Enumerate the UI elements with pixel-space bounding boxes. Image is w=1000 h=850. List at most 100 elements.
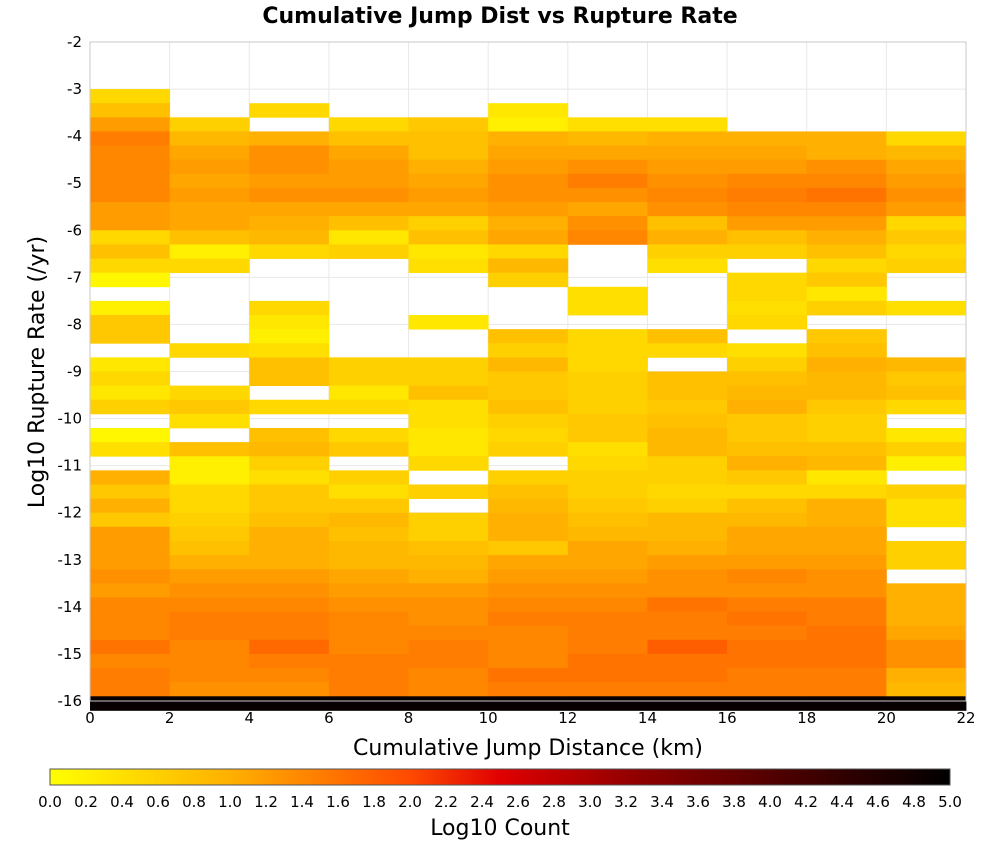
colorbar-tick-label: 0.8 xyxy=(182,793,206,811)
colorbar-tick-label: 4.2 xyxy=(794,793,818,811)
heatmap-cell xyxy=(488,555,569,570)
heatmap-cell xyxy=(727,696,808,711)
heatmap-cell xyxy=(567,484,648,499)
heatmap-cell xyxy=(328,569,409,584)
y-axis: -2 -3 -4 -5 -6 -7 -8 -9 -10 -11 -12 -13 -14 -15 -16 xyxy=(58,33,83,710)
heatmap-cell xyxy=(328,639,409,655)
x-tick-label: 22 xyxy=(956,709,975,727)
heatmap-cell xyxy=(90,526,171,542)
colorbar-tick-label: 3.4 xyxy=(650,793,674,811)
y-tick-label: -10 xyxy=(58,410,83,428)
heatmap-cell xyxy=(567,639,648,655)
heatmap-cell xyxy=(647,399,728,415)
heatmap-cell xyxy=(806,216,887,231)
heatmap-cell xyxy=(328,555,409,570)
heatmap-cell xyxy=(727,159,808,175)
heatmap-cell xyxy=(249,456,330,471)
heatmap-cells xyxy=(90,89,967,711)
heatmap-cell xyxy=(567,286,648,302)
heatmap-cell xyxy=(169,216,250,231)
heatmap-cell xyxy=(488,427,569,443)
heatmap-cell xyxy=(727,569,808,584)
heatmap-cell xyxy=(249,512,330,528)
colorbar-tick-label: 1.2 xyxy=(254,793,278,811)
y-tick-label: -13 xyxy=(58,551,83,569)
heatmap-cell xyxy=(328,696,409,711)
heatmap-cell xyxy=(408,371,489,387)
heatmap-cell xyxy=(806,399,887,415)
heatmap-cell xyxy=(647,668,728,683)
heatmap-cell xyxy=(567,583,648,598)
heatmap-cell xyxy=(90,639,171,655)
heatmap-cell xyxy=(806,357,887,372)
heatmap-cell xyxy=(169,131,250,146)
heatmap-cell xyxy=(328,540,409,556)
heatmap-cell xyxy=(169,343,250,358)
heatmap-cell xyxy=(328,470,409,485)
heatmap-cell xyxy=(567,668,648,683)
heatmap-cell xyxy=(249,668,330,683)
heatmap-cell xyxy=(408,569,489,584)
heatmap-cell xyxy=(169,498,250,514)
heatmap-cell xyxy=(727,343,808,358)
heatmap-cell xyxy=(727,597,808,612)
heatmap-cell xyxy=(488,512,569,528)
heatmap-cell xyxy=(567,300,648,316)
heatmap-cell xyxy=(249,653,330,669)
heatmap-cell xyxy=(249,173,330,189)
heatmap-cell xyxy=(328,131,409,146)
heatmap-cell xyxy=(249,625,330,641)
colorbar-tick-label: 3.6 xyxy=(686,793,710,811)
heatmap-cell xyxy=(90,540,171,556)
heatmap-cell xyxy=(567,145,648,161)
heatmap-cell xyxy=(169,540,250,556)
heatmap-cell xyxy=(567,357,648,372)
heatmap-cell xyxy=(647,442,728,457)
colorbar-tick-label: 0.2 xyxy=(74,793,98,811)
heatmap-cell xyxy=(488,597,569,612)
heatmap-cell xyxy=(806,385,887,401)
heatmap-cell xyxy=(408,427,489,443)
colorbar-tick-label: 2.6 xyxy=(506,793,530,811)
heatmap-cell xyxy=(727,512,808,528)
x-axis: 0 2 4 6 8 10 12 14 16 18 20 22 xyxy=(85,709,975,727)
colorbar-ticks: 0.0 0.2 0.4 0.6 0.8 1.0 1.2 1.4 1.6 1.8 2.0 2.2 2.4 2… xyxy=(38,793,962,811)
heatmap-cell xyxy=(488,583,569,598)
y-tick-label: -16 xyxy=(58,692,83,710)
heatmap-cell xyxy=(169,668,250,683)
heatmap-cell xyxy=(488,413,569,429)
colorbar-tick-label: 2.2 xyxy=(434,793,458,811)
heatmap-cell xyxy=(886,371,967,387)
heatmap-cell xyxy=(567,131,648,146)
heatmap-cell xyxy=(249,329,330,344)
heatmap-cell xyxy=(249,597,330,612)
heatmap-cell xyxy=(806,272,887,288)
heatmap-cell xyxy=(647,569,728,584)
heatmap-cell xyxy=(169,512,250,528)
heatmap-cell xyxy=(328,230,409,245)
heatmap-cell xyxy=(169,583,250,598)
heatmap-cell xyxy=(727,583,808,598)
heatmap-cell xyxy=(567,682,648,697)
heatmap-cell xyxy=(647,131,728,146)
heatmap-cell xyxy=(886,159,967,175)
heatmap-cell xyxy=(567,117,648,132)
heatmap-cell xyxy=(169,159,250,175)
heatmap-cell xyxy=(806,498,887,514)
heatmap-cell xyxy=(806,470,887,485)
heatmap-cell xyxy=(488,653,569,669)
x-tick-label: 20 xyxy=(877,709,896,727)
heatmap-cell xyxy=(169,456,250,471)
heatmap-cell xyxy=(806,456,887,471)
heatmap-cell xyxy=(647,498,728,514)
heatmap-cell xyxy=(727,668,808,683)
heatmap-cell xyxy=(886,202,967,217)
heatmap-cell xyxy=(806,427,887,443)
heatmap-cell xyxy=(567,173,648,189)
y-tick-label: -3 xyxy=(67,80,82,98)
colorbar-tick-label: 1.0 xyxy=(218,793,242,811)
heatmap-cell xyxy=(169,117,250,132)
heatmap-cell xyxy=(727,639,808,655)
heatmap-cell xyxy=(727,244,808,259)
x-tick-label: 8 xyxy=(404,709,414,727)
